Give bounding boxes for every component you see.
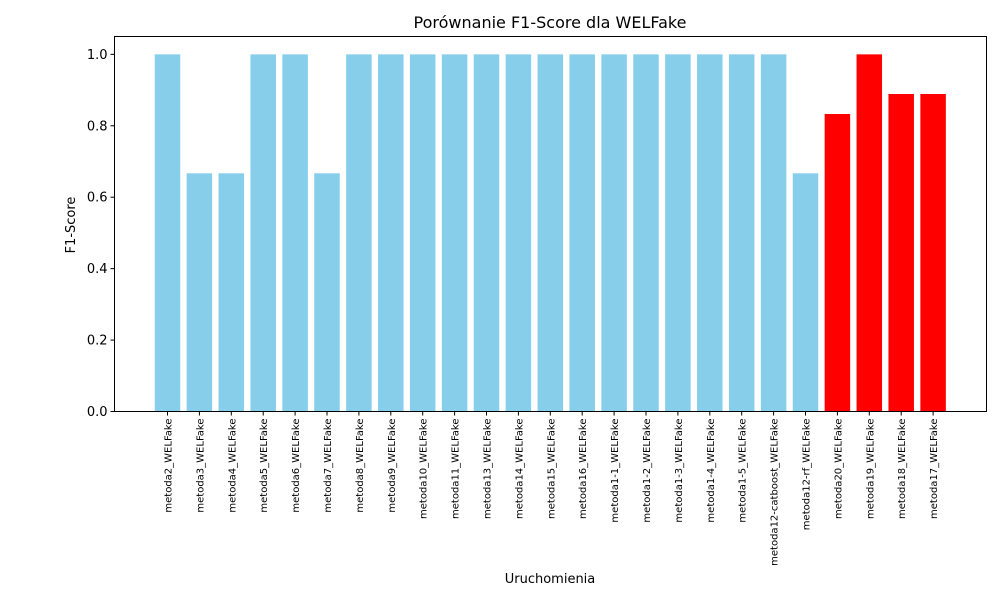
x-tick-label: metoda19_WELFake [865,419,876,519]
x-tick-label: metoda3_WELFake [195,419,206,513]
x-tick-label: metoda15_WELFake [546,419,557,519]
bar-6 [314,173,340,412]
x-tick-label: metoda10_WELFake [419,419,430,519]
bar-23 [856,54,883,412]
plot-frame [114,36,987,412]
bar-7 [346,54,372,412]
bar-10 [441,54,468,412]
x-tick-label: metoda9_WELFake [387,419,398,513]
x-tick-label: metoda11_WELFake [451,419,462,519]
y-tick-label: 0.4 [87,262,108,277]
x-tick-label: metoda17_WELFake [929,419,940,519]
chart-title: Porównanie F1-Score dla WELFake [414,13,687,32]
x-tick-label: metoda1-5_WELFake [738,419,749,523]
bar-13 [537,54,564,412]
x-tick-label: metoda6_WELFake [291,419,302,513]
bar-14 [569,54,595,412]
bar-22 [824,114,851,412]
bar-20 [760,54,787,412]
y-tick-label: 0.6 [87,191,108,206]
y-axis-label: F1-Score [64,197,79,254]
bar-18 [697,54,723,412]
x-tick-label: metoda1-4_WELFake [706,419,717,523]
y-axis: 0.0 0.2 0.4 0.6 0.8 1.0 [87,48,115,420]
x-tick-label: metoda4_WELFake [227,419,238,513]
bar-17 [665,54,691,412]
bar-19 [728,54,755,412]
bar-5 [282,54,308,412]
bar-16 [633,54,659,412]
x-tick-label: metoda16_WELFake [578,419,589,519]
bar-4 [250,54,276,412]
x-tick-label: metoda1-2_WELFake [642,419,653,523]
bar-15 [601,54,627,412]
x-tick-label: metoda8_WELFake [355,419,366,513]
y-tick-label: 0.8 [87,119,108,134]
bar-12 [505,54,532,412]
x-tick-label: metoda1-1_WELFake [610,419,621,523]
bar-21 [792,173,819,412]
x-tick-label: metoda12-rf_WELFake [802,419,813,531]
bar-1 [154,54,181,412]
bar-8 [378,54,404,412]
x-tick-label: metoda12-catboost_WELFake [770,419,781,566]
x-tick-label: metoda5_WELFake [259,419,270,513]
bar-9 [409,54,436,412]
x-axis-label: Uruchomienia [505,572,596,587]
x-tick-label: metoda7_WELFake [323,419,334,513]
x-tick-label: metoda20_WELFake [833,419,844,519]
bar-3 [218,173,245,412]
y-tick-label: 1.0 [87,48,108,63]
bar-11 [473,54,500,412]
bar-2 [186,173,213,412]
x-tick-label: metoda1-3_WELFake [674,419,685,523]
bar-24 [888,94,914,412]
y-tick-label: 0.2 [87,334,108,349]
bars-group [154,54,946,412]
x-tick-label: metoda14_WELFake [514,419,525,519]
x-tick-label: metoda18_WELFake [897,419,908,519]
y-tick-label: 0.0 [87,405,108,420]
bar-25 [920,94,946,412]
x-tick-label: metoda13_WELFake [483,419,494,519]
x-axis: metoda2_WELFake metoda3_WELFake metoda4_WE… [164,411,940,566]
x-tick-label: metoda2_WELFake [164,419,175,513]
